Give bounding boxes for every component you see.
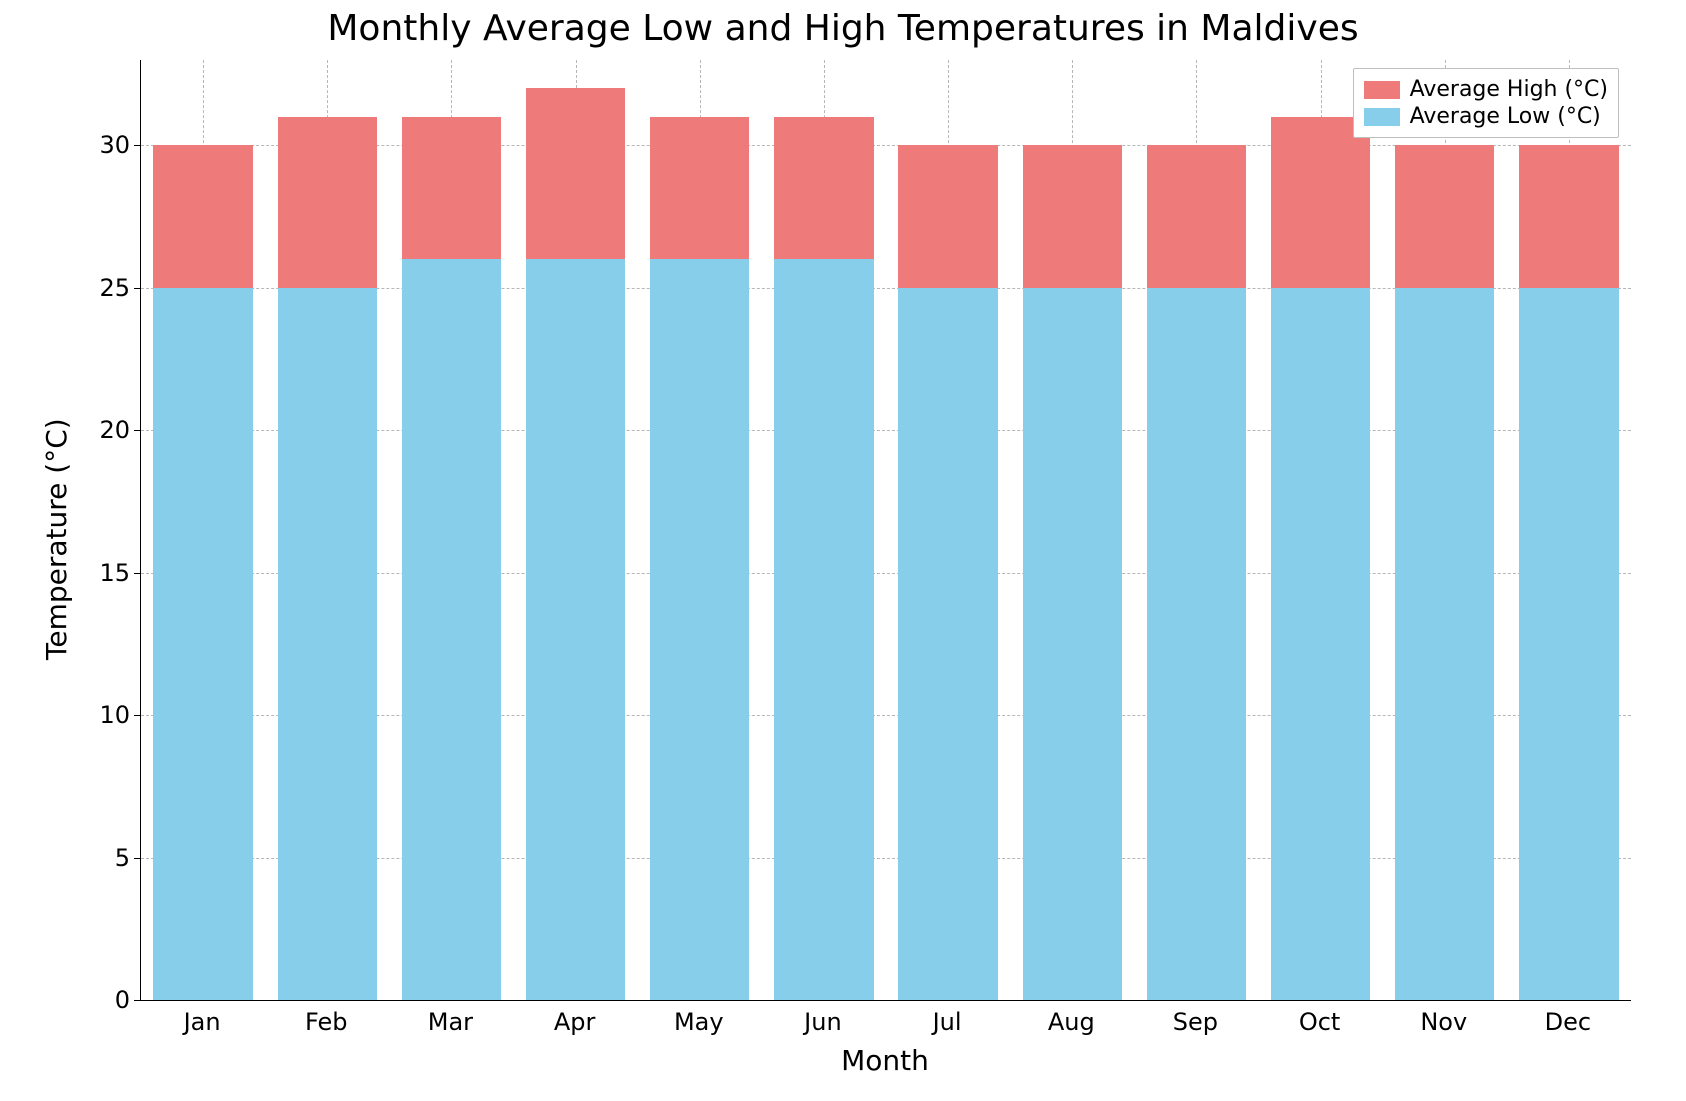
ytick-mark [134,288,140,289]
xtick-label: Jan [184,1008,221,1036]
bar-high [774,117,873,259]
bars-layer [141,60,1631,1000]
ytick-label: 5 [70,844,130,872]
xtick-label: Nov [1420,1008,1467,1036]
chart-title: Monthly Average Low and High Temperature… [0,8,1686,49]
xtick-label: Feb [305,1008,348,1036]
bar-high [526,88,625,259]
ytick-label: 0 [70,986,130,1014]
bar-high [278,117,377,288]
xtick-label: Apr [554,1008,596,1036]
xtick-label: Aug [1048,1008,1095,1036]
legend-label: Average Low (°C) [1410,104,1601,129]
bar-low [1147,288,1246,1000]
ytick-label: 20 [70,416,130,444]
legend-swatch [1364,108,1400,126]
ytick-label: 30 [70,131,130,159]
xtick-label: Jul [933,1008,962,1036]
plot-area: Average High (°C)Average Low (°C) [140,60,1631,1001]
bar-low [1023,288,1122,1000]
bar-low [774,259,873,1000]
ytick-label: 15 [70,559,130,587]
bar-high [1395,145,1494,287]
bar-high [1519,145,1618,287]
bar-low [898,288,997,1000]
bar-low [1395,288,1494,1000]
xtick-label: Jun [804,1008,842,1036]
bar-high [1271,117,1370,288]
legend-label: Average High (°C) [1410,77,1608,102]
bar-low [278,288,377,1000]
bar-high [1147,145,1246,287]
bar-low [650,259,749,1000]
ytick-mark [134,1000,140,1001]
bar-high [650,117,749,259]
y-axis-label: Temperature (°C) [40,418,73,660]
bar-high [1023,145,1122,287]
bar-low [153,288,252,1000]
ytick-mark [134,858,140,859]
bar-high [153,145,252,287]
bar-high [402,117,501,259]
xtick-label: Sep [1173,1008,1218,1036]
xtick-label: Dec [1545,1008,1591,1036]
bar-low [526,259,625,1000]
figure: Monthly Average Low and High Temperature… [0,0,1686,1101]
ytick-label: 25 [70,274,130,302]
xtick-label: Oct [1299,1008,1341,1036]
legend-item: Average Low (°C) [1364,104,1608,129]
x-axis-label: Month [140,1044,1630,1077]
ytick-mark [134,430,140,431]
ytick-mark [134,573,140,574]
xtick-label: Mar [428,1008,473,1036]
bar-low [402,259,501,1000]
ytick-mark [134,145,140,146]
bar-low [1519,288,1618,1000]
ytick-label: 10 [70,701,130,729]
bar-low [1271,288,1370,1000]
bar-high [898,145,997,287]
ytick-mark [134,715,140,716]
legend: Average High (°C)Average Low (°C) [1353,68,1619,138]
legend-item: Average High (°C) [1364,77,1608,102]
legend-swatch [1364,81,1400,99]
xtick-label: May [674,1008,724,1036]
